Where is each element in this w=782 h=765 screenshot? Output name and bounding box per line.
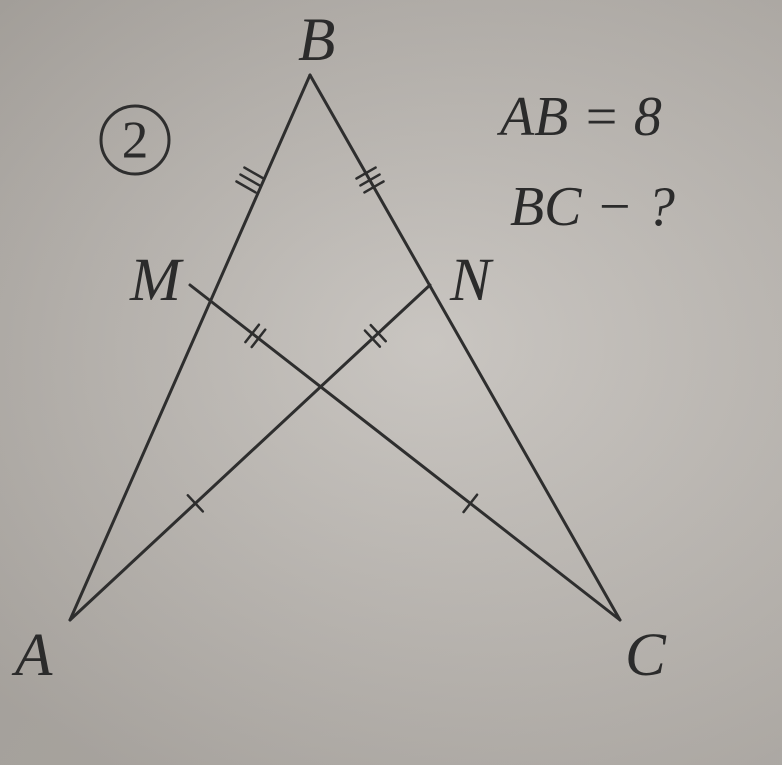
- problem-number: 2: [122, 111, 149, 170]
- geometry-diagram: A B C M N 2: [0, 0, 782, 765]
- vertex-label-c: C: [625, 621, 667, 689]
- given-equation-2: BC − ?: [510, 175, 675, 239]
- vertex-label-b: B: [298, 6, 335, 74]
- vertex-label-n: N: [449, 246, 494, 314]
- vertex-label-m: M: [129, 246, 184, 314]
- vertex-label-a: A: [11, 621, 53, 689]
- given-equation-1: AB = 8: [500, 85, 662, 149]
